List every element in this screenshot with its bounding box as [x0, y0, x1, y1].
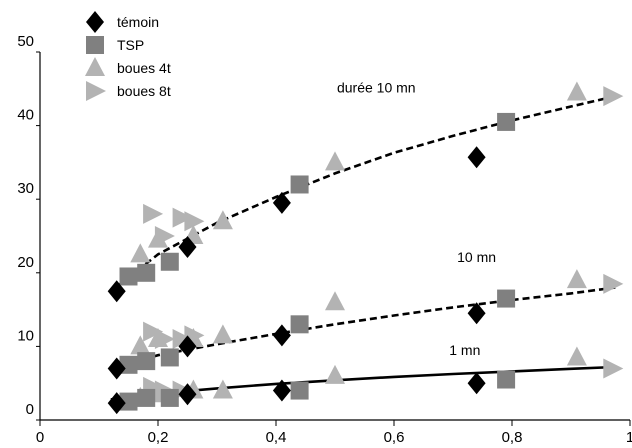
- data-point-diamond: [107, 392, 126, 415]
- x-tick-label: 0,6: [384, 429, 405, 446]
- data-point-triangle-up: [148, 328, 168, 348]
- data-point-triangle-up: [566, 346, 587, 366]
- data-point-square: [119, 392, 138, 411]
- data-point-diamond: [467, 146, 486, 169]
- y-tick-label: 20: [17, 254, 34, 271]
- data-point-triangle-up: [212, 379, 233, 399]
- data-point-diamond: [107, 280, 126, 303]
- x-tick-label: 1: [626, 429, 632, 446]
- data-point-square: [290, 381, 309, 400]
- legend-label: TSP: [117, 37, 144, 53]
- data-point-diamond: [467, 372, 486, 395]
- data-point-triangle-up: [212, 324, 233, 344]
- data-point-square: [160, 388, 179, 407]
- data-point-square: [290, 315, 309, 334]
- data-point-square: [497, 289, 516, 308]
- curve-annotations: durée 10 mn 10 mn 1 mn: [337, 79, 496, 358]
- curve-label-1: 10 mn: [457, 249, 496, 265]
- data-point-triangle-up: [325, 364, 345, 384]
- data-point-triangle-up: [130, 243, 151, 263]
- legend-label: boues 8t: [117, 83, 171, 99]
- x-tick-label: 0,2: [148, 429, 169, 446]
- legend-marker-triangle-right: [86, 81, 106, 101]
- data-points: [107, 81, 624, 415]
- data-point-diamond: [272, 324, 291, 347]
- data-point-diamond: [467, 302, 486, 325]
- data-point-diamond: [178, 335, 197, 358]
- legend-marker-diamond: [86, 11, 104, 33]
- data-point-square: [160, 348, 179, 367]
- data-point-triangle-up: [148, 228, 168, 248]
- data-point-triangle-up: [566, 81, 587, 101]
- data-point-diamond: [107, 357, 126, 380]
- data-point-square: [119, 267, 138, 286]
- data-point-diamond: [272, 379, 291, 402]
- data-point-square: [497, 112, 516, 131]
- y-tick-label: 30: [17, 180, 34, 197]
- data-point-triangle-up: [325, 151, 345, 171]
- data-point-square: [290, 175, 309, 194]
- y-tick-label: 0: [26, 401, 34, 418]
- data-point-diamond: [178, 236, 197, 259]
- data-point-square: [137, 352, 156, 371]
- legend-label: témoin: [117, 14, 159, 30]
- fit-curve-0: [110, 94, 616, 293]
- data-point-triangle-up: [212, 210, 233, 230]
- data-point-triangle-right: [603, 358, 624, 379]
- curve-label-0: durée 10 mn: [337, 79, 416, 95]
- data-point-square: [497, 370, 516, 389]
- data-point-triangle-right: [603, 86, 624, 107]
- data-point-triangle-up: [325, 291, 345, 311]
- legend: témoin TSP boues 4t boues 8t: [85, 11, 171, 101]
- data-point-diamond: [272, 191, 291, 214]
- data-point-triangle-up: [566, 269, 587, 289]
- data-point-triangle-right: [172, 329, 193, 350]
- y-tick-label: 50: [17, 33, 34, 50]
- data-point-diamond: [178, 383, 197, 406]
- data-point-triangle-right: [172, 207, 193, 228]
- legend-marker-square: [86, 36, 104, 54]
- data-point-triangle-right: [603, 273, 624, 294]
- legend-label: boues 4t: [117, 60, 171, 76]
- x-tick-label: 0,4: [266, 429, 287, 446]
- data-point-triangle-up: [130, 335, 151, 355]
- x-tick-label: 0: [36, 429, 44, 446]
- curve-label-2: 1 mn: [449, 342, 480, 358]
- data-point-triangle-right: [143, 321, 164, 342]
- y-tick-label: 10: [17, 327, 34, 344]
- x-tick-label: 0,8: [502, 429, 523, 446]
- data-point-triangle-right: [184, 211, 205, 232]
- y-tick-label: 40: [17, 107, 34, 124]
- data-point-square: [137, 388, 156, 407]
- data-point-triangle-right: [143, 203, 164, 224]
- data-point-square: [160, 252, 179, 271]
- legend-marker-triangle-up: [85, 57, 105, 76]
- data-point-square: [137, 263, 156, 282]
